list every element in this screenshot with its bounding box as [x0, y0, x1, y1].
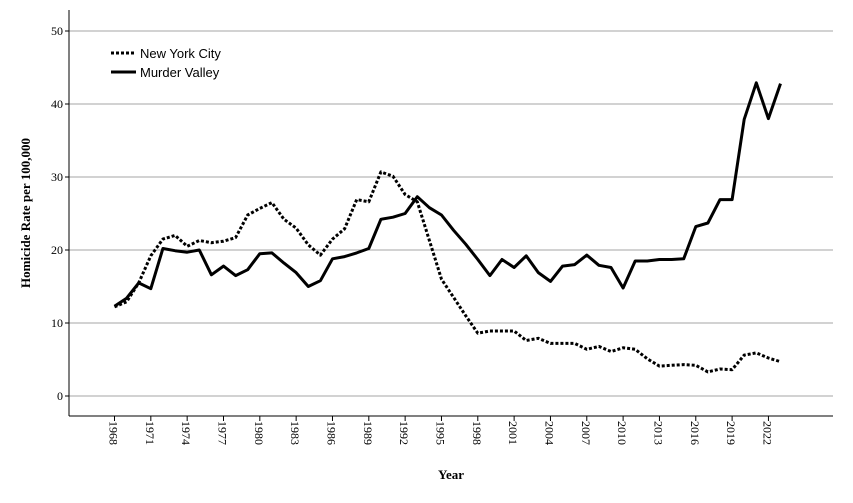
x-axis-title: Year [438, 467, 464, 482]
x-tick-label-2013: 2013 [651, 421, 665, 445]
y-axis-title: Homicide Rate per 100,000 [18, 138, 33, 288]
x-tick-label-1971: 1971 [143, 421, 157, 445]
y-axis-ticks: 0 10 20 30 40 50 [51, 24, 69, 403]
x-tick-label-1995: 1995 [433, 421, 447, 445]
legend-label-murder-valley: Murder Valley [140, 65, 220, 80]
x-tick-label-2004: 2004 [542, 421, 556, 445]
gridlines [69, 30, 833, 397]
x-axis-ticks: 1968 1971 1974 1977 1980 1983 1986 1989 1992 1995… [107, 416, 774, 445]
x-tick-label-1968: 1968 [107, 421, 121, 445]
x-tick-label-2007: 2007 [579, 421, 593, 445]
y-tick-label-40: 40 [51, 97, 63, 111]
series-line-new-york-city [113, 170, 781, 374]
x-tick-label-1986: 1986 [324, 421, 338, 445]
y-tick-label-0: 0 [57, 389, 63, 403]
x-tick-label-2019: 2019 [724, 421, 738, 445]
y-tick-label-10: 10 [51, 316, 63, 330]
x-tick-label-1974: 1974 [179, 421, 193, 445]
x-tick-label-1977: 1977 [215, 421, 229, 445]
legend: New York City Murder Valley [111, 46, 221, 80]
y-tick-label-20: 20 [51, 243, 63, 257]
series-line-murder-valley [113, 81, 782, 308]
x-tick-label-2010: 2010 [615, 421, 629, 445]
x-tick-label-1992: 1992 [397, 421, 411, 445]
x-tick-label-2016: 2016 [688, 421, 702, 445]
x-tick-label-1989: 1989 [361, 421, 375, 445]
series-lines [113, 81, 782, 374]
x-tick-label-1983: 1983 [288, 421, 302, 445]
x-tick-label-2001: 2001 [506, 421, 520, 445]
y-tick-label-50: 50 [51, 24, 63, 38]
axes [68, 10, 833, 417]
legend-label-new-york-city: New York City [140, 46, 221, 61]
x-tick-label-1998: 1998 [470, 421, 484, 445]
x-tick-label-2022: 2022 [760, 421, 774, 445]
x-tick-label-1980: 1980 [252, 421, 266, 445]
y-tick-label-30: 30 [51, 170, 63, 184]
